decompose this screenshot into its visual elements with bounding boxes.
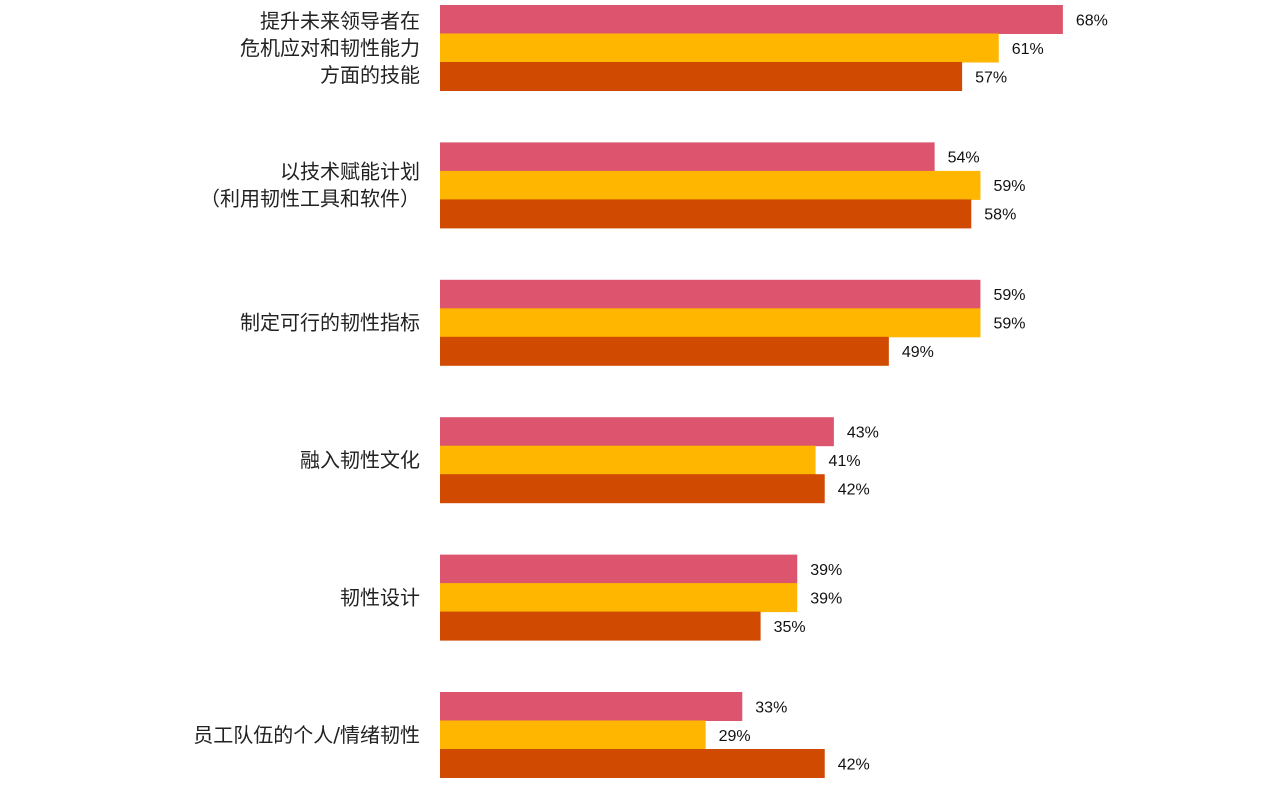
bar bbox=[440, 336, 889, 366]
bar bbox=[440, 279, 981, 309]
bar bbox=[440, 611, 761, 641]
category-label-line: 制定可行的韧性指标 bbox=[240, 311, 420, 335]
bars bbox=[440, 5, 1063, 778]
value-label: 29% bbox=[719, 728, 751, 745]
category-label-line: 危机应对和韧性能力 bbox=[240, 36, 420, 60]
value-label: 41% bbox=[829, 453, 861, 470]
bar bbox=[440, 142, 935, 172]
bar bbox=[440, 554, 798, 584]
value-label: 49% bbox=[902, 344, 934, 361]
bar bbox=[440, 445, 816, 475]
bar bbox=[440, 583, 798, 613]
bar bbox=[440, 199, 972, 229]
category-label-line: 融入韧性文化 bbox=[300, 448, 420, 472]
value-label: 35% bbox=[774, 619, 806, 636]
bar bbox=[440, 308, 981, 338]
category-label: 韧性设计 bbox=[340, 585, 420, 609]
value-label: 59% bbox=[993, 287, 1025, 304]
bar bbox=[440, 5, 1063, 34]
bar bbox=[440, 720, 706, 750]
value-label: 58% bbox=[984, 207, 1016, 224]
category-label: 提升未来领导者在危机应对和韧性能力方面的技能 bbox=[240, 9, 420, 87]
category-label-line: 韧性设计 bbox=[340, 585, 420, 609]
value-label: 39% bbox=[810, 590, 842, 607]
value-labels: 68%61%57%54%59%58%59%59%49%43%41%42%39%3… bbox=[719, 12, 1108, 773]
category-label-line: （利用韧性工具和软件） bbox=[200, 187, 420, 211]
value-label: 61% bbox=[1012, 41, 1044, 58]
bar bbox=[440, 474, 825, 504]
value-label: 42% bbox=[838, 756, 870, 773]
category-label-line: 员工队伍的个人/情绪韧性 bbox=[193, 723, 420, 747]
bar bbox=[440, 749, 825, 778]
value-label: 68% bbox=[1076, 12, 1108, 29]
category-label: 员工队伍的个人/情绪韧性 bbox=[193, 723, 420, 747]
category-label: 以技术赋能计划 （利用韧性工具和软件） bbox=[200, 160, 420, 211]
value-label: 54% bbox=[948, 150, 980, 167]
category-label: 制定可行的韧性指标 bbox=[240, 311, 420, 335]
value-label: 57% bbox=[975, 69, 1007, 86]
value-label: 43% bbox=[847, 424, 879, 441]
category-label-line: 方面的技能 bbox=[320, 63, 420, 87]
bar bbox=[440, 62, 963, 91]
value-label: 59% bbox=[993, 178, 1025, 195]
bar bbox=[440, 417, 834, 447]
bar bbox=[440, 33, 999, 63]
category-label-line: 提升未来领导者在 bbox=[260, 9, 420, 33]
bar bbox=[440, 692, 743, 721]
category-label-line: 以技术赋能计划 bbox=[280, 160, 420, 184]
value-label: 39% bbox=[810, 562, 842, 579]
value-label: 42% bbox=[838, 481, 870, 498]
bar bbox=[440, 170, 981, 200]
value-label: 59% bbox=[993, 316, 1025, 333]
category-label: 融入韧性文化 bbox=[300, 448, 420, 472]
value-label: 33% bbox=[755, 699, 787, 716]
